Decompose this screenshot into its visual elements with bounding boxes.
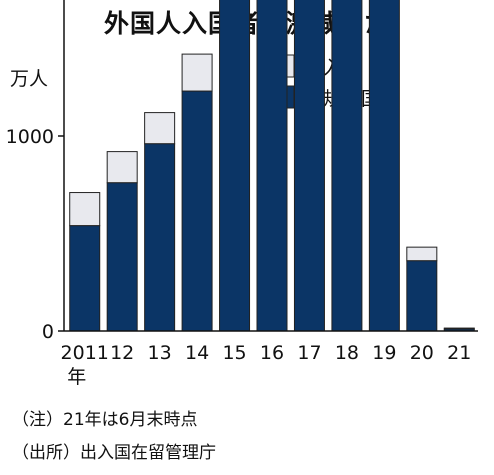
bar-new-entry-13: [144, 143, 176, 332]
axes: 2011年121314151617181920210100020003000: [6, 0, 478, 388]
x-tick-label: 14: [185, 342, 209, 364]
bar-new-entry-16: [256, 0, 288, 332]
bar-re-entry-14: [181, 53, 213, 92]
bar-re-entry-20: [406, 246, 438, 262]
bar-new-entry-19: [368, 0, 400, 332]
x-tick-label: 15: [222, 342, 246, 364]
bar-re-entry-13: [144, 112, 176, 145]
x-tick-year-suffix: 年: [67, 366, 86, 388]
x-tick-label: 19: [372, 342, 396, 364]
stacked-bar-chart: 再入国新規入国 2011年121314151617181920210100020…: [6, 0, 478, 388]
bar-re-entry-2011: [69, 192, 101, 227]
x-tick-label: 13: [148, 342, 172, 364]
bar-new-entry-20: [406, 260, 438, 332]
bar-group: [69, 0, 475, 332]
bar-re-entry-12: [106, 151, 138, 184]
x-tick-label: 20: [410, 342, 434, 364]
footnote-note: （注）21年は6月末時点: [12, 410, 198, 430]
y-tick-label: 1000: [6, 126, 54, 148]
chart-legend: 再入国新規入国: [271, 54, 380, 110]
bar-new-entry-2011: [69, 225, 101, 332]
x-tick-label: 17: [297, 342, 321, 364]
bar-new-entry-15: [219, 0, 251, 332]
x-tick-label: 12: [110, 342, 134, 364]
y-axis-unit-label: 万人: [10, 68, 49, 90]
x-tick-label: 21: [447, 342, 471, 364]
bar-new-entry-17: [293, 0, 325, 332]
bar-new-entry-14: [181, 90, 213, 332]
bar-new-entry-12: [106, 182, 138, 332]
footnote-source: （出所）出入国在留管理庁: [12, 443, 216, 463]
x-tick-label: 2011: [61, 342, 109, 364]
y-tick-label: 0: [42, 321, 54, 343]
bar-new-entry-18: [331, 0, 363, 332]
x-tick-label: 16: [260, 342, 284, 364]
x-tick-label: 18: [335, 342, 359, 364]
